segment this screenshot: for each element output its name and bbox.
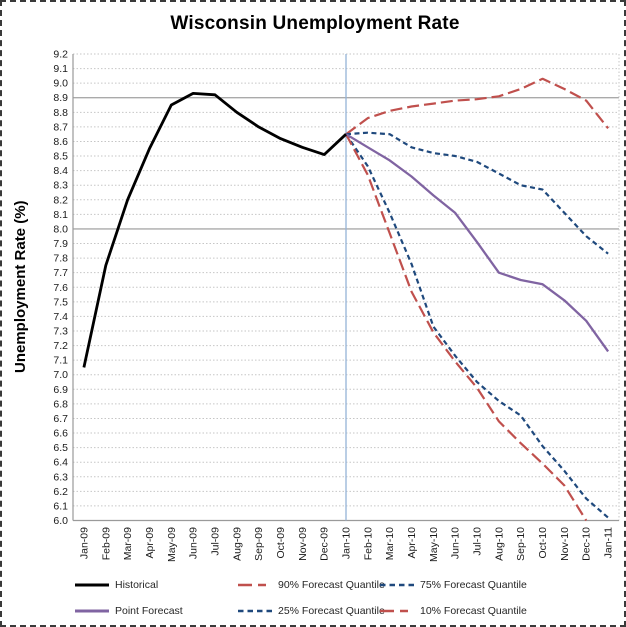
legend-swatch [380,609,414,613]
x-tick-label: Jan-11 [603,527,615,558]
legend-swatch [380,583,414,587]
legend-label: Historical [115,579,159,591]
y-tick-label: 6.7 [53,413,68,425]
y-tick-label: 9.1 [53,63,68,75]
y-tick-label: 7.7 [53,267,68,279]
x-tick-label: Nov-10 [559,527,571,561]
x-tick-label: Apr-10 [406,527,418,559]
series-line-90-forecast-quantile [345,77,609,136]
x-tick-label: May-10 [428,527,440,562]
legend-row-1: Historical 90% Forecast Quantile 75% Forec… [2,578,624,592]
y-tick-label: 7.9 [53,238,68,250]
y-tick-label: 8.3 [53,180,68,192]
y-tick-label: 6.9 [53,384,68,396]
y-tick-label: 8.4 [53,165,68,177]
y-tick-label: 9.0 [53,78,68,90]
series-line-25-forecast-quantile [345,133,609,519]
x-tick-label: Jul-09 [209,527,221,556]
x-tick-label: Jun-09 [188,527,200,559]
x-tick-label: Jun-10 [450,527,462,559]
x-tick-label: Apr-09 [144,527,156,559]
y-tick-label: 8.7 [53,121,68,133]
legend-item-75-forecast-quantile[interactable]: 75% Forecast Quantile [379,578,527,592]
y-tick-label: 6.6 [53,428,68,440]
y-tick-label: 7.2 [53,340,68,352]
series-line-point-forecast [345,133,610,353]
legend-item-point-forecast[interactable]: Point Forecast [74,604,183,618]
x-tick-label: Jan-09 [78,527,90,559]
legend-item-historical[interactable]: Historical [74,578,158,592]
series-line-10-forecast-quantile [345,133,588,522]
y-tick-label: 8.0 [53,223,68,235]
legend-row-2: Point Forecast 25% Forecast Quantile 10% F… [2,604,624,618]
legend-label: 10% Forecast Quantile [420,605,527,617]
legend-label: 75% Forecast Quantile [420,579,527,591]
x-tick-label: Dec-10 [581,527,593,561]
x-tick-label: Aug-10 [493,527,505,561]
y-tick-label: 7.0 [53,369,68,381]
legend-label: Point Forecast [115,605,183,617]
y-tick-label: 8.8 [53,107,68,119]
y-tick-label: 6.3 [53,471,68,483]
y-tick-label: 9.2 [53,49,68,61]
y-tick-label: 6.1 [53,500,68,512]
y-tick-label: 6.5 [53,442,68,454]
y-tick-label: 8.1 [53,209,68,221]
y-tick-label: 7.5 [53,296,68,308]
legend-label: 90% Forecast Quantile [278,579,385,591]
y-tick-label: 8.2 [53,194,68,206]
y-tick-label: 6.0 [53,515,68,527]
legend-item-90-forecast-quantile[interactable]: 90% Forecast Quantile [237,578,385,592]
y-tick-label: 7.6 [53,282,68,294]
x-tick-label: Feb-10 [362,527,374,560]
y-tick-label: 6.2 [53,486,68,498]
x-tick-label: Sep-09 [253,527,265,561]
x-tick-label: Mar-10 [384,527,396,560]
y-tick-label: 8.6 [53,136,68,148]
x-tick-label: Oct-09 [275,527,287,559]
y-tick-label: 7.4 [53,311,68,323]
legend-item-25-forecast-quantile[interactable]: 25% Forecast Quantile [237,604,385,618]
x-tick-label: Dec-09 [319,527,331,561]
x-tick-label: May-09 [166,527,178,562]
y-tick-label: 7.8 [53,253,68,265]
y-tick-label: 8.9 [53,92,68,104]
series-line-historical [82,92,347,368]
y-tick-label: 6.4 [53,457,68,469]
x-tick-label: Mar-09 [122,527,134,560]
legend-swatch [238,609,272,613]
x-tick-label: Jan-10 [341,527,353,559]
x-tick-label: Oct-10 [537,527,549,559]
y-tick-label: 6.8 [53,398,68,410]
y-tick-label: 8.5 [53,151,68,163]
x-tick-label: Nov-09 [297,527,309,561]
legend-swatch [75,583,109,587]
x-tick-label: Jul-10 [472,527,484,556]
x-tick-label: Feb-09 [100,527,112,560]
y-tick-label: 7.1 [53,355,68,367]
chart-title: Wisconsin Unemployment Rate [170,13,460,34]
legend-swatch [75,609,109,613]
legend-label: 25% Forecast Quantile [278,605,385,617]
x-tick-label: Sep-10 [515,527,527,561]
legend-item-10-forecast-quantile[interactable]: 10% Forecast Quantile [379,604,527,618]
legend-swatch [238,583,272,587]
series-line-75-forecast-quantile [345,131,609,255]
x-tick-label: Aug-09 [231,527,243,561]
y-tick-label: 7.3 [53,325,68,337]
